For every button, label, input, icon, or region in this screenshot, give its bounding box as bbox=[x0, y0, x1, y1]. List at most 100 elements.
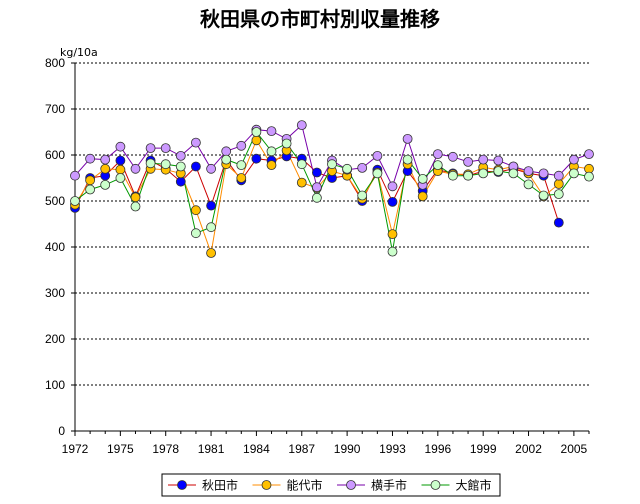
data-point-series-3 bbox=[523, 166, 534, 177]
data-point-series-2 bbox=[251, 135, 262, 146]
data-point-series-4 bbox=[266, 146, 277, 157]
legend-label: 秋田市 bbox=[202, 478, 238, 493]
data-point-series-3 bbox=[432, 149, 443, 160]
x-tick-label: 1981 bbox=[198, 442, 225, 456]
data-point-series-3 bbox=[221, 146, 232, 157]
legend-swatch-marker bbox=[346, 480, 356, 490]
legend-label: 大館市 bbox=[456, 478, 492, 493]
data-point-series-4 bbox=[145, 158, 156, 169]
data-point-series-4 bbox=[175, 161, 186, 172]
data-point-series-4 bbox=[402, 154, 413, 165]
data-point-series-2 bbox=[85, 175, 95, 186]
x-tick-label: 1993 bbox=[379, 442, 406, 456]
legend-swatch-marker bbox=[261, 480, 272, 490]
data-point-series-3 bbox=[357, 162, 368, 173]
data-point-series-4 bbox=[327, 159, 337, 170]
y-tick-label: 100 bbox=[45, 378, 65, 392]
data-point-series-3 bbox=[569, 154, 579, 165]
legend-box bbox=[161, 473, 501, 497]
data-point-series-2 bbox=[387, 229, 398, 240]
x-tick-label: 1987 bbox=[288, 442, 315, 456]
legend-swatch-marker bbox=[430, 480, 441, 490]
data-point-series-4 bbox=[70, 196, 80, 206]
x-tick-label: 1975 bbox=[107, 442, 134, 456]
y-tick-label: 200 bbox=[45, 332, 65, 346]
data-point-series-3 bbox=[372, 150, 383, 161]
x-tick-label: 1996 bbox=[424, 442, 451, 456]
y-tick-label: 600 bbox=[45, 148, 65, 162]
data-point-series-4 bbox=[221, 154, 232, 165]
y-tick-label: 300 bbox=[45, 286, 65, 300]
y-tick-label: 800 bbox=[45, 56, 65, 70]
chart-title: 秋田県の市町村別収量推移 bbox=[200, 7, 440, 31]
data-point-series-2 bbox=[130, 192, 141, 203]
data-point-series-4 bbox=[281, 138, 292, 149]
data-point-series-3 bbox=[145, 143, 156, 154]
data-point-series-4 bbox=[236, 160, 247, 171]
data-point-series-4 bbox=[342, 163, 353, 174]
data-point-series-4 bbox=[569, 168, 579, 179]
data-point-series-1 bbox=[175, 176, 186, 187]
data-point-series-4 bbox=[190, 228, 201, 239]
data-point-series-1 bbox=[206, 200, 217, 211]
data-point-series-4 bbox=[447, 170, 458, 181]
data-point-series-1 bbox=[190, 161, 201, 172]
data-point-series-3 bbox=[311, 182, 322, 193]
data-point-series-3 bbox=[296, 120, 307, 130]
legend-label: 横手市 bbox=[371, 478, 407, 493]
data-point-series-3 bbox=[493, 155, 504, 166]
data-point-series-3 bbox=[100, 154, 111, 165]
data-point-series-4 bbox=[417, 173, 428, 184]
data-point-series-4 bbox=[251, 127, 262, 137]
data-point-series-4 bbox=[493, 166, 504, 177]
gridlines bbox=[75, 62, 589, 386]
y-tick-label: 500 bbox=[45, 194, 65, 208]
data-point-series-2 bbox=[266, 160, 277, 171]
data-point-series-3 bbox=[190, 137, 201, 148]
legend: 秋田市 能代市 横手市 大館市 bbox=[161, 473, 501, 497]
data-point-series-4 bbox=[85, 184, 95, 195]
data-point-series-4 bbox=[206, 222, 217, 233]
x-tick-label: 2005 bbox=[561, 442, 588, 456]
data-point-series-3 bbox=[463, 156, 474, 167]
data-point-series-3 bbox=[387, 181, 398, 192]
data-point-series-3 bbox=[130, 163, 141, 174]
data-point-series-4 bbox=[508, 168, 519, 179]
data-point-series-1 bbox=[115, 155, 126, 166]
data-point-series-3 bbox=[115, 141, 126, 152]
data-point-series-4 bbox=[478, 168, 489, 179]
data-point-series-3 bbox=[553, 170, 564, 181]
data-point-series-4 bbox=[387, 246, 398, 257]
data-point-series-3 bbox=[70, 170, 80, 181]
data-point-series-4 bbox=[432, 160, 443, 171]
data-point-series-4 bbox=[130, 201, 141, 212]
x-tick-label: 1990 bbox=[334, 442, 361, 456]
y-tick-label: 700 bbox=[45, 102, 65, 116]
data-point-series-4 bbox=[553, 189, 564, 200]
data-point-series-3 bbox=[236, 140, 247, 151]
data-point-series-3 bbox=[478, 154, 489, 165]
data-point-series-2 bbox=[100, 163, 111, 174]
data-point-series-3 bbox=[206, 163, 217, 174]
data-point-series-4 bbox=[463, 170, 474, 181]
data-point-series-4 bbox=[357, 190, 368, 201]
data-point-series-4 bbox=[100, 179, 111, 190]
data-point-series-3 bbox=[584, 149, 594, 160]
data-point-series-4 bbox=[584, 171, 594, 182]
y-tick-label: 0 bbox=[58, 424, 65, 438]
data-point-series-1 bbox=[311, 167, 322, 178]
series-layer bbox=[70, 120, 594, 258]
data-point-series-1 bbox=[387, 196, 398, 207]
data-point-series-2 bbox=[190, 205, 201, 216]
legend-swatch-marker bbox=[177, 480, 187, 490]
x-tick-label: 1972 bbox=[62, 442, 89, 456]
data-point-series-4 bbox=[538, 190, 549, 201]
data-point-series-4 bbox=[523, 179, 534, 190]
data-point-series-2 bbox=[115, 164, 126, 175]
data-point-series-4 bbox=[296, 159, 307, 170]
data-point-series-3 bbox=[175, 150, 186, 161]
data-point-series-1 bbox=[251, 153, 262, 164]
data-point-series-2 bbox=[417, 191, 428, 202]
x-tick-label: 1978 bbox=[152, 442, 179, 456]
